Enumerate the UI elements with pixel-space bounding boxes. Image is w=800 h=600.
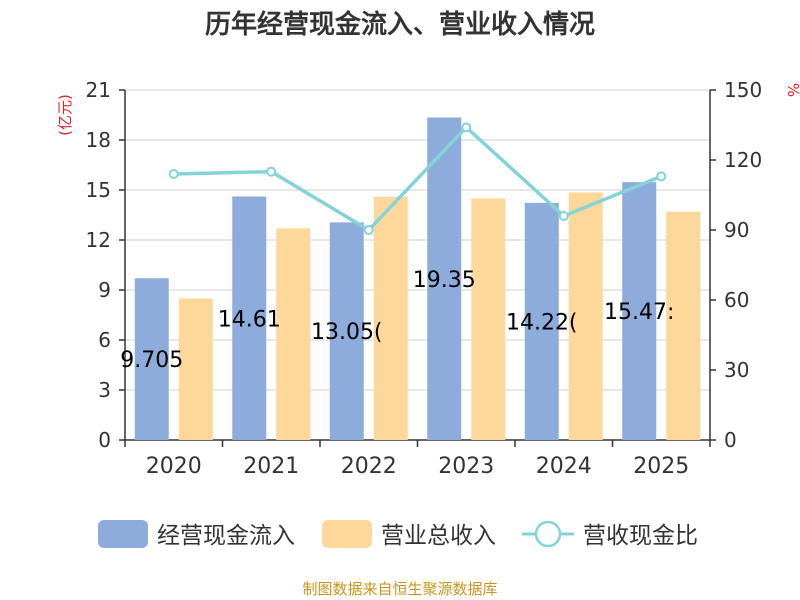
line-point: [266, 166, 277, 177]
y-left-tick-label: 6: [98, 328, 111, 352]
line-point: [558, 211, 569, 221]
line-ratio: [173, 124, 662, 233]
bar-revenue: [471, 198, 506, 440]
bar-revenue: [178, 298, 213, 440]
bar-cash-inflow: [622, 182, 657, 440]
bar-data-label: 19.35: [413, 268, 476, 293]
y-right-label: %: [784, 83, 800, 97]
bar-data-label: 9.705: [120, 348, 183, 373]
y-left-tick-label: 21: [86, 78, 111, 102]
line-point: [363, 225, 374, 235]
y-right-tick-label: 30: [724, 358, 749, 382]
legend-swatch-ratio-marker: [534, 520, 562, 548]
bar-cash-inflow: [329, 222, 364, 440]
y-right-tick-label: 120: [724, 148, 762, 172]
line-point: [461, 122, 472, 133]
y-right-tick-label: 60: [724, 288, 749, 312]
x-tick-label: 2024: [536, 454, 592, 479]
x-tick-label: 2023: [438, 454, 494, 479]
legend-label-ratio: 营收现金比: [583, 523, 698, 549]
x-tick-label: 2025: [633, 454, 689, 479]
legend-label-revenue: 营业总收入: [381, 523, 496, 549]
y-right-tick-label: 0: [724, 428, 737, 452]
legend-swatch-cash-inflow: [98, 520, 148, 548]
bar-cash-inflow: [524, 202, 559, 440]
x-tick-label: 2022: [341, 454, 397, 479]
y-right-tick-label: 150: [724, 78, 762, 102]
y-left-tick-label: 3: [98, 378, 111, 402]
y-left-tick-label: 12: [86, 228, 111, 252]
bar-cash-inflow: [134, 278, 169, 440]
line-point: [656, 171, 667, 182]
y-left-tick-label: 18: [86, 128, 111, 152]
source-note: 制图数据来自恒生聚源数据库: [302, 580, 498, 598]
y-left-label: (亿元): [56, 94, 74, 136]
y-right-tick-label: 90: [724, 218, 749, 242]
y-left-tick-label: 0: [98, 428, 111, 452]
line-point: [168, 169, 179, 179]
y-left-tick-label: 9: [98, 278, 111, 302]
bar-revenue: [568, 192, 603, 440]
bar-revenue: [373, 196, 408, 440]
bar-data-label: 14.61: [218, 307, 281, 332]
legend-swatch-revenue: [322, 520, 372, 548]
bar-cash-inflow: [232, 196, 267, 440]
x-tick-label: 2020: [146, 454, 202, 479]
bar-data-label: 15.47:: [604, 300, 674, 325]
bar-revenue: [666, 211, 701, 440]
bar-data-label: 14.22(: [506, 310, 578, 335]
y-left-tick-label: 15: [86, 178, 111, 202]
bar-revenue: [276, 228, 311, 440]
x-tick-label: 2021: [243, 454, 299, 479]
bar-data-label: 13.05(: [311, 320, 383, 345]
bar-cash-inflow: [427, 117, 462, 440]
chart-title: 历年经营现金流入、营业收入情况: [204, 10, 595, 40]
legend-label-cash-inflow: 经营现金流入: [157, 523, 295, 549]
